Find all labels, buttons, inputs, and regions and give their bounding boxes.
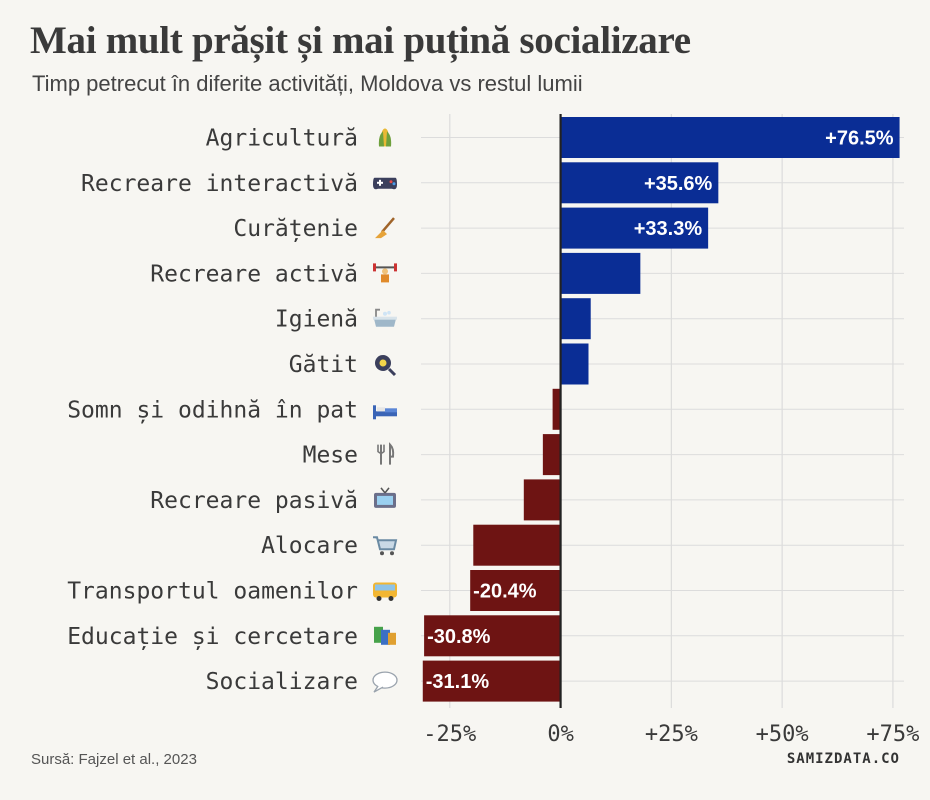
- shopping-cart-icon: [373, 536, 398, 556]
- bed-icon: [373, 405, 397, 420]
- category-label: Recreare pasivă: [150, 488, 358, 514]
- bar: [422, 660, 561, 702]
- value-label: -31.1%: [426, 671, 490, 693]
- category-label: Curățenie: [233, 216, 358, 242]
- tv-icon: [374, 487, 396, 508]
- bar: [560, 298, 591, 340]
- corn-icon: [378, 128, 392, 147]
- brand-logo: SAMIZDATA.CO: [786, 751, 900, 767]
- bar: [560, 207, 709, 249]
- category-label: Agricultură: [206, 126, 358, 152]
- category-label: Igienă: [275, 307, 358, 333]
- cutlery-icon: [377, 442, 395, 465]
- source-note: Sursă: Fajzel et al., 2023: [31, 751, 197, 768]
- bar: [473, 524, 561, 566]
- frying-pan-icon: [375, 355, 397, 377]
- value-label: -30.8%: [427, 626, 491, 648]
- category-label: Recreare activă: [150, 261, 358, 287]
- x-tick-label: +25%: [645, 722, 698, 747]
- bar: [560, 252, 641, 294]
- books-icon: [374, 626, 396, 645]
- broom-icon: [375, 217, 395, 239]
- weightlifter-icon: [373, 263, 397, 283]
- bar: [560, 343, 589, 385]
- bar: [470, 570, 561, 611]
- bar: [542, 434, 561, 476]
- category-label: Mese: [303, 443, 358, 469]
- chart-title: Mai mult prășit și mai puțină socializar…: [30, 19, 691, 62]
- bathtub-icon: [373, 308, 397, 327]
- x-tick-label: 0%: [547, 722, 574, 747]
- x-tick-label: +50%: [756, 722, 809, 747]
- bar: [424, 615, 561, 657]
- bar: [560, 117, 900, 158]
- chart-subtitle: Timp petrecut în diferite activități, Mo…: [32, 71, 583, 96]
- category-label: Transportul oamenilor: [67, 579, 358, 605]
- category-label: Gătit: [289, 352, 358, 378]
- gamepad-icon: [373, 177, 397, 190]
- bar: [560, 162, 719, 204]
- category-label: Educație și cercetare: [67, 624, 358, 650]
- bar: [552, 388, 561, 430]
- value-label: +76.5%: [825, 128, 894, 150]
- value-label: +35.6%: [644, 173, 713, 195]
- category-label: Alocare: [261, 533, 358, 559]
- x-tick-label: -25%: [423, 722, 476, 747]
- value-label: -20.4%: [473, 581, 537, 603]
- speech-bubble-icon: [372, 671, 398, 693]
- category-label: Recreare interactivă: [81, 171, 358, 197]
- value-label: +33.3%: [634, 218, 703, 240]
- bus-icon: [373, 582, 397, 601]
- bar: [523, 479, 561, 521]
- category-label: Socializare: [206, 669, 358, 695]
- x-tick-label: +75%: [866, 722, 919, 747]
- category-label: Somn și odihnă în pat: [67, 397, 358, 423]
